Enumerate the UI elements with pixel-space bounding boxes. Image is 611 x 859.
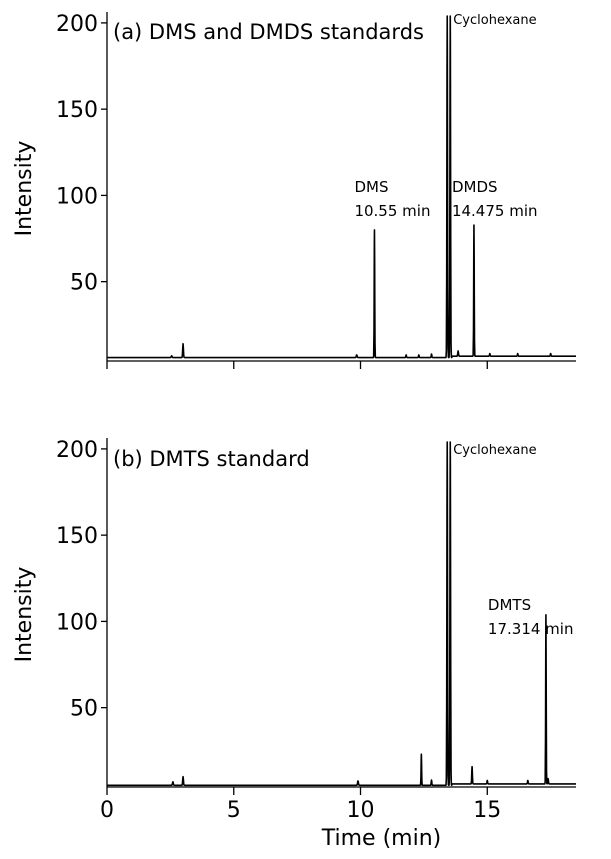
y-tick-label: 50 <box>70 271 98 296</box>
series-line <box>106 15 577 359</box>
series-line <box>106 441 577 787</box>
x-tick-label: 5 <box>227 798 241 823</box>
peak-annotation: DMS <box>354 178 388 196</box>
chart-panel-b: 50 100 150 200 0 5 10 15 Intensity Time (min) (b) … <box>12 438 577 851</box>
peak-annotation: 14.475 min <box>452 202 538 220</box>
y-axis-title: Intensity <box>12 567 37 663</box>
chart-panel-a: 50 100 150 200 Intensity (a) DMS and DMDS sta… <box>12 12 577 369</box>
x-tick-label: 15 <box>473 798 501 823</box>
peak-annotation: Cyclohexane <box>453 443 536 458</box>
x-tick-label: 0 <box>100 798 114 823</box>
y-tick-label: 150 <box>56 98 98 123</box>
y-tick-label: 100 <box>56 184 98 209</box>
x-tick-label: 10 <box>347 798 375 823</box>
y-tick-label: 50 <box>70 697 98 722</box>
y-tick-label: 100 <box>56 610 98 635</box>
panel-title: (b) DMTS standard <box>113 447 310 471</box>
x-axis-title: Time (min) <box>321 826 442 851</box>
peak-annotation: DMDS <box>452 178 498 196</box>
peak-annotation: 10.55 min <box>354 202 430 220</box>
panel-title: (a) DMS and DMDS standards <box>113 20 424 44</box>
y-axis-title: Intensity <box>12 141 37 237</box>
y-tick-label: 200 <box>56 12 98 37</box>
peak-annotation: 17.314 min <box>488 620 574 638</box>
y-tick-label: 150 <box>56 524 98 549</box>
peak-annotation: DMTS <box>488 596 531 614</box>
y-tick-label: 200 <box>56 438 98 463</box>
peak-annotation: Cyclohexane <box>453 13 536 28</box>
